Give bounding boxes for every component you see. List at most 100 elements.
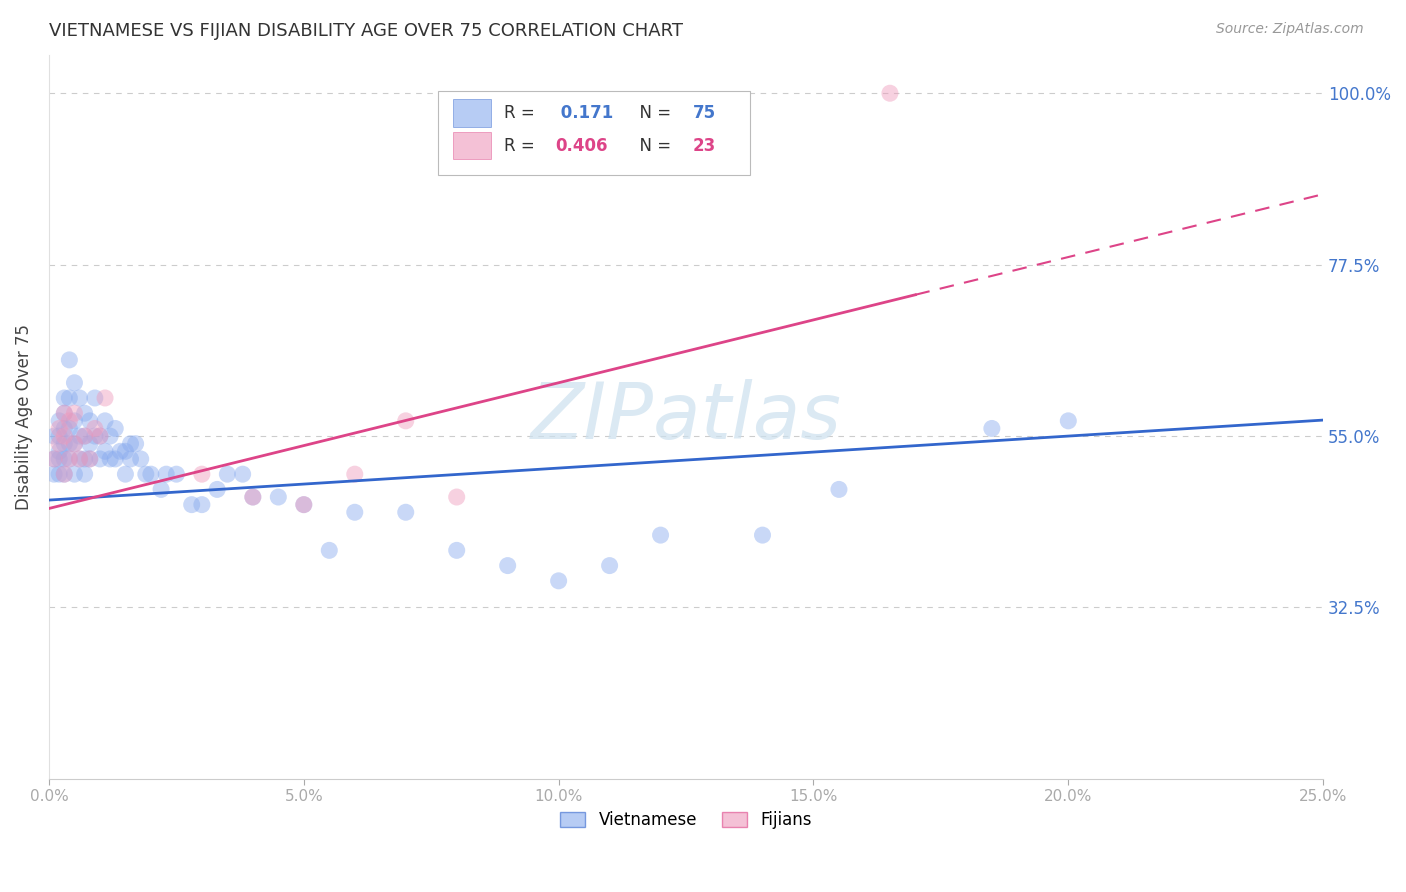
Point: [980, 421, 1002, 435]
Point: [48, 429, 70, 443]
Point: [63, 436, 86, 450]
Point: [129, 451, 152, 466]
Point: [48, 421, 70, 435]
Point: [53, 429, 76, 443]
Text: 75: 75: [692, 104, 716, 122]
Point: [58, 436, 80, 450]
Point: [120, 436, 142, 450]
Point: [94, 391, 117, 405]
Point: [53, 467, 76, 482]
Point: [89, 429, 111, 443]
Point: [73, 467, 96, 482]
Y-axis label: Disability Age Over 75: Disability Age Over 75: [15, 324, 32, 510]
Point: [751, 528, 773, 542]
Point: [165, 467, 187, 482]
Point: [828, 483, 851, 497]
Point: [79, 414, 101, 428]
Point: [58, 414, 80, 428]
Point: [53, 406, 76, 420]
Point: [879, 87, 901, 101]
Point: [232, 467, 254, 482]
Text: N =: N =: [628, 104, 676, 122]
Point: [180, 498, 202, 512]
Point: [69, 429, 91, 443]
Legend: Vietnamese, Fijians: Vietnamese, Fijians: [554, 805, 818, 836]
Point: [292, 498, 315, 512]
Point: [205, 483, 228, 497]
Point: [318, 543, 340, 558]
Point: [53, 451, 76, 466]
Point: [73, 406, 96, 420]
Point: [139, 467, 162, 482]
Point: [496, 558, 519, 573]
Point: [242, 490, 264, 504]
Point: [42, 451, 65, 466]
FancyBboxPatch shape: [437, 91, 749, 175]
FancyBboxPatch shape: [453, 99, 491, 127]
Point: [69, 451, 91, 466]
Point: [98, 451, 121, 466]
Text: 0.406: 0.406: [555, 136, 607, 154]
Point: [242, 490, 264, 504]
Point: [292, 498, 315, 512]
Point: [42, 429, 65, 443]
Point: [48, 444, 70, 458]
Point: [124, 436, 146, 450]
Point: [58, 421, 80, 435]
Point: [83, 429, 105, 443]
Point: [73, 429, 96, 443]
Point: [120, 451, 142, 466]
Point: [547, 574, 569, 588]
Point: [63, 467, 86, 482]
Point: [42, 467, 65, 482]
Point: [63, 376, 86, 390]
Point: [63, 436, 86, 450]
Point: [53, 436, 76, 450]
Point: [110, 444, 132, 458]
Point: [650, 528, 672, 542]
Point: [73, 451, 96, 466]
Point: [63, 406, 86, 420]
Text: 23: 23: [692, 136, 716, 154]
Point: [104, 421, 127, 435]
Point: [94, 414, 117, 428]
Point: [69, 451, 91, 466]
Point: [79, 436, 101, 450]
Point: [135, 467, 157, 482]
Point: [395, 414, 418, 428]
Point: [58, 451, 80, 466]
Point: [53, 421, 76, 435]
Point: [191, 467, 214, 482]
Text: R =: R =: [503, 136, 540, 154]
Point: [343, 505, 366, 519]
Text: Source: ZipAtlas.com: Source: ZipAtlas.com: [1216, 22, 1364, 37]
Text: ZIPatlas: ZIPatlas: [530, 379, 842, 455]
Point: [191, 498, 214, 512]
Point: [94, 444, 117, 458]
Point: [104, 451, 127, 466]
Point: [446, 543, 468, 558]
FancyBboxPatch shape: [453, 132, 491, 160]
Text: N =: N =: [628, 136, 676, 154]
Point: [58, 352, 80, 367]
Point: [48, 467, 70, 482]
Point: [217, 467, 239, 482]
Point: [58, 391, 80, 405]
Point: [114, 467, 136, 482]
Point: [98, 429, 121, 443]
Point: [48, 436, 70, 450]
Point: [63, 414, 86, 428]
Point: [599, 558, 621, 573]
Point: [42, 451, 65, 466]
Point: [343, 467, 366, 482]
Text: VIETNAMESE VS FIJIAN DISABILITY AGE OVER 75 CORRELATION CHART: VIETNAMESE VS FIJIAN DISABILITY AGE OVER…: [49, 22, 683, 40]
Point: [267, 490, 290, 504]
Point: [48, 451, 70, 466]
Point: [150, 483, 173, 497]
Point: [89, 429, 111, 443]
Point: [53, 391, 76, 405]
Point: [114, 444, 136, 458]
Point: [89, 451, 111, 466]
Point: [79, 451, 101, 466]
Text: R =: R =: [503, 104, 540, 122]
